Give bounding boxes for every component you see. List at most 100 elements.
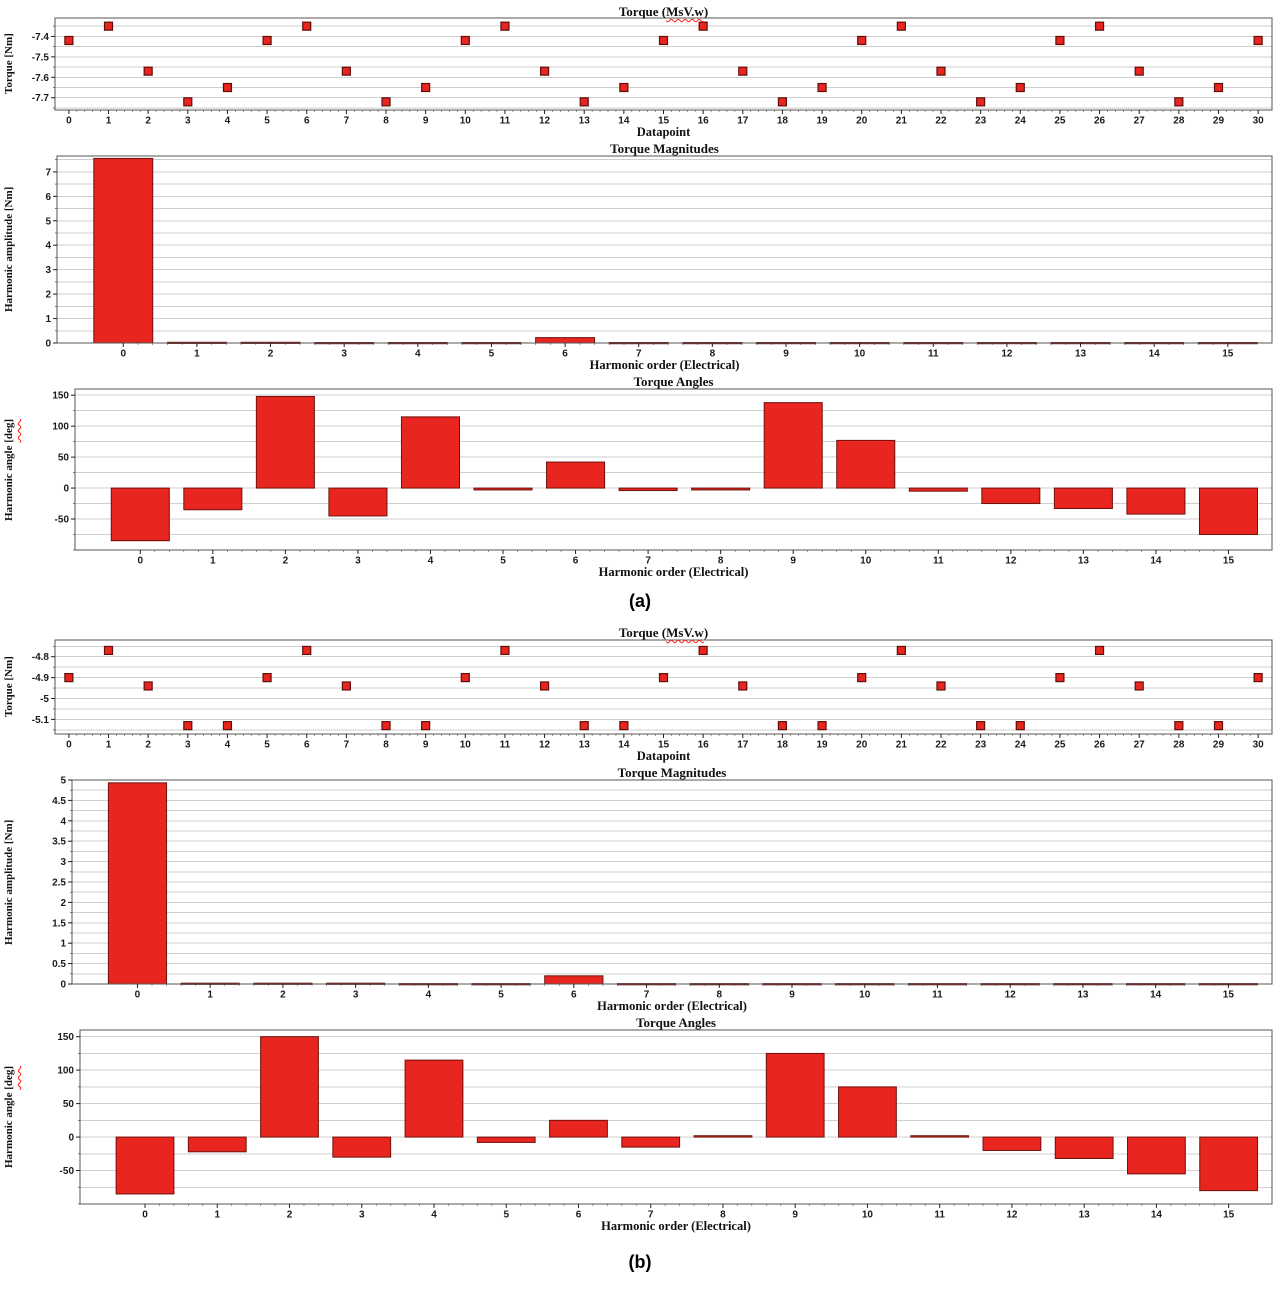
svg-text:4: 4 — [60, 816, 66, 827]
chart-b-torque-ylabel: Torque [Nm] — [3, 656, 15, 718]
svg-text:8: 8 — [716, 990, 722, 1001]
svg-text:1.5: 1.5 — [52, 918, 66, 929]
svg-text:19: 19 — [817, 740, 829, 751]
svg-text:50: 50 — [58, 453, 70, 464]
svg-text:7: 7 — [344, 740, 350, 751]
svg-text:8: 8 — [720, 1210, 726, 1221]
svg-text:11: 11 — [500, 116, 511, 127]
svg-text:18: 18 — [777, 116, 789, 127]
svg-text:2: 2 — [287, 1210, 293, 1221]
svg-text:-7.7: -7.7 — [32, 93, 50, 104]
svg-text:17: 17 — [737, 116, 749, 127]
svg-text:12: 12 — [1005, 556, 1017, 567]
svg-text:12: 12 — [539, 740, 551, 751]
svg-text:7: 7 — [45, 167, 51, 178]
svg-text:12: 12 — [539, 116, 551, 127]
svg-text:12: 12 — [1001, 349, 1013, 360]
svg-text:8: 8 — [383, 740, 389, 751]
svg-text:-50: -50 — [60, 1166, 75, 1177]
chart-a-torque-title: Torque (MsV.w) — [618, 4, 709, 19]
svg-text:10: 10 — [859, 990, 871, 1001]
svg-text:29: 29 — [1213, 740, 1225, 751]
svg-text:23: 23 — [975, 740, 987, 751]
svg-text:-5.1: -5.1 — [32, 715, 50, 726]
svg-text:3.5: 3.5 — [52, 837, 66, 848]
svg-text:28: 28 — [1173, 740, 1185, 751]
chart-a-angles-ylabel: Harmonic angle [deg] — [3, 418, 15, 521]
svg-text:10: 10 — [854, 349, 866, 360]
svg-text:10: 10 — [860, 556, 872, 567]
chart-a-angles-title: Torque Angles — [633, 374, 714, 389]
chart-a-magnitudes-xlabel: Harmonic order (Electrical) — [589, 358, 740, 372]
svg-text:13: 13 — [1075, 349, 1087, 360]
svg-text:1: 1 — [207, 990, 213, 1001]
chart-b-torque-xlabel: Datapoint — [636, 749, 691, 763]
chart-b-magnitudes-xlabel: Harmonic order (Electrical) — [597, 999, 747, 1013]
svg-text:-50: -50 — [55, 515, 70, 526]
svg-text:16: 16 — [698, 116, 710, 127]
svg-text:100: 100 — [52, 422, 69, 433]
svg-text:0: 0 — [138, 556, 144, 567]
svg-text:0.5: 0.5 — [52, 959, 66, 970]
svg-text:24: 24 — [1015, 740, 1027, 751]
svg-text:14: 14 — [1150, 556, 1162, 567]
svg-text:1: 1 — [210, 556, 216, 567]
svg-text:-5: -5 — [40, 694, 49, 705]
svg-text:30: 30 — [1253, 740, 1265, 751]
svg-text:6: 6 — [576, 1210, 582, 1221]
svg-text:4: 4 — [415, 349, 421, 360]
chart-a-torque-plot: -7.4-7.5-7.6-7.70 1 2 3 4 5 6 7 8 9 10 11 12 13 14 15 16… — [32, 17, 1273, 127]
svg-text:1: 1 — [106, 116, 112, 127]
svg-text:1: 1 — [60, 939, 66, 950]
chart-a-angles-xlabel: Harmonic order (Electrical) — [598, 565, 749, 579]
svg-text:5: 5 — [489, 349, 495, 360]
svg-text:14: 14 — [1150, 990, 1162, 1001]
svg-text:2: 2 — [145, 116, 151, 127]
svg-text:-4.8: -4.8 — [32, 652, 50, 663]
svg-text:13: 13 — [1079, 1210, 1091, 1221]
svg-text:3: 3 — [341, 349, 347, 360]
svg-text:4: 4 — [428, 556, 434, 567]
svg-text:2: 2 — [283, 556, 289, 567]
svg-text:5: 5 — [498, 990, 504, 1001]
svg-text:13: 13 — [1078, 556, 1090, 567]
svg-text:3: 3 — [359, 1210, 365, 1221]
svg-text:16: 16 — [698, 740, 710, 751]
svg-text:11: 11 — [932, 990, 943, 1001]
svg-text:0: 0 — [68, 1133, 74, 1144]
svg-text:5: 5 — [60, 776, 66, 787]
chart-b-torque-title: Torque (MsV.w) — [618, 625, 709, 640]
svg-text:22: 22 — [935, 116, 947, 127]
svg-text:6: 6 — [304, 116, 310, 127]
subfigure-label-b: (b) — [628, 1251, 652, 1272]
svg-text:9: 9 — [792, 1210, 798, 1221]
svg-text:21: 21 — [896, 116, 908, 127]
svg-text:24: 24 — [1015, 116, 1027, 127]
svg-text:12: 12 — [1005, 990, 1017, 1001]
chart-a-torque-xlabel: Datapoint — [636, 125, 691, 139]
svg-text:2: 2 — [145, 740, 151, 751]
svg-text:6: 6 — [571, 990, 577, 1001]
svg-text:30: 30 — [1253, 116, 1265, 127]
svg-text:27: 27 — [1134, 740, 1146, 751]
svg-text:2: 2 — [45, 290, 51, 301]
svg-text:22: 22 — [935, 740, 947, 751]
svg-text:11: 11 — [928, 349, 939, 360]
chart-b-magnitudes-ylabel: Harmonic amplitude [Nm] — [3, 819, 15, 945]
svg-text:12: 12 — [1006, 1210, 1018, 1221]
chart-b-angles-title: Torque Angles — [636, 1015, 716, 1030]
svg-text:9: 9 — [789, 990, 795, 1001]
svg-text:26: 26 — [1094, 740, 1106, 751]
svg-text:100: 100 — [57, 1066, 74, 1077]
svg-text:3: 3 — [353, 990, 359, 1001]
svg-text:28: 28 — [1173, 116, 1185, 127]
svg-text:25: 25 — [1054, 116, 1066, 127]
svg-text:9: 9 — [783, 349, 789, 360]
svg-text:25: 25 — [1054, 740, 1066, 751]
svg-text:5: 5 — [264, 740, 270, 751]
svg-text:5: 5 — [45, 216, 51, 227]
svg-text:4: 4 — [225, 116, 231, 127]
